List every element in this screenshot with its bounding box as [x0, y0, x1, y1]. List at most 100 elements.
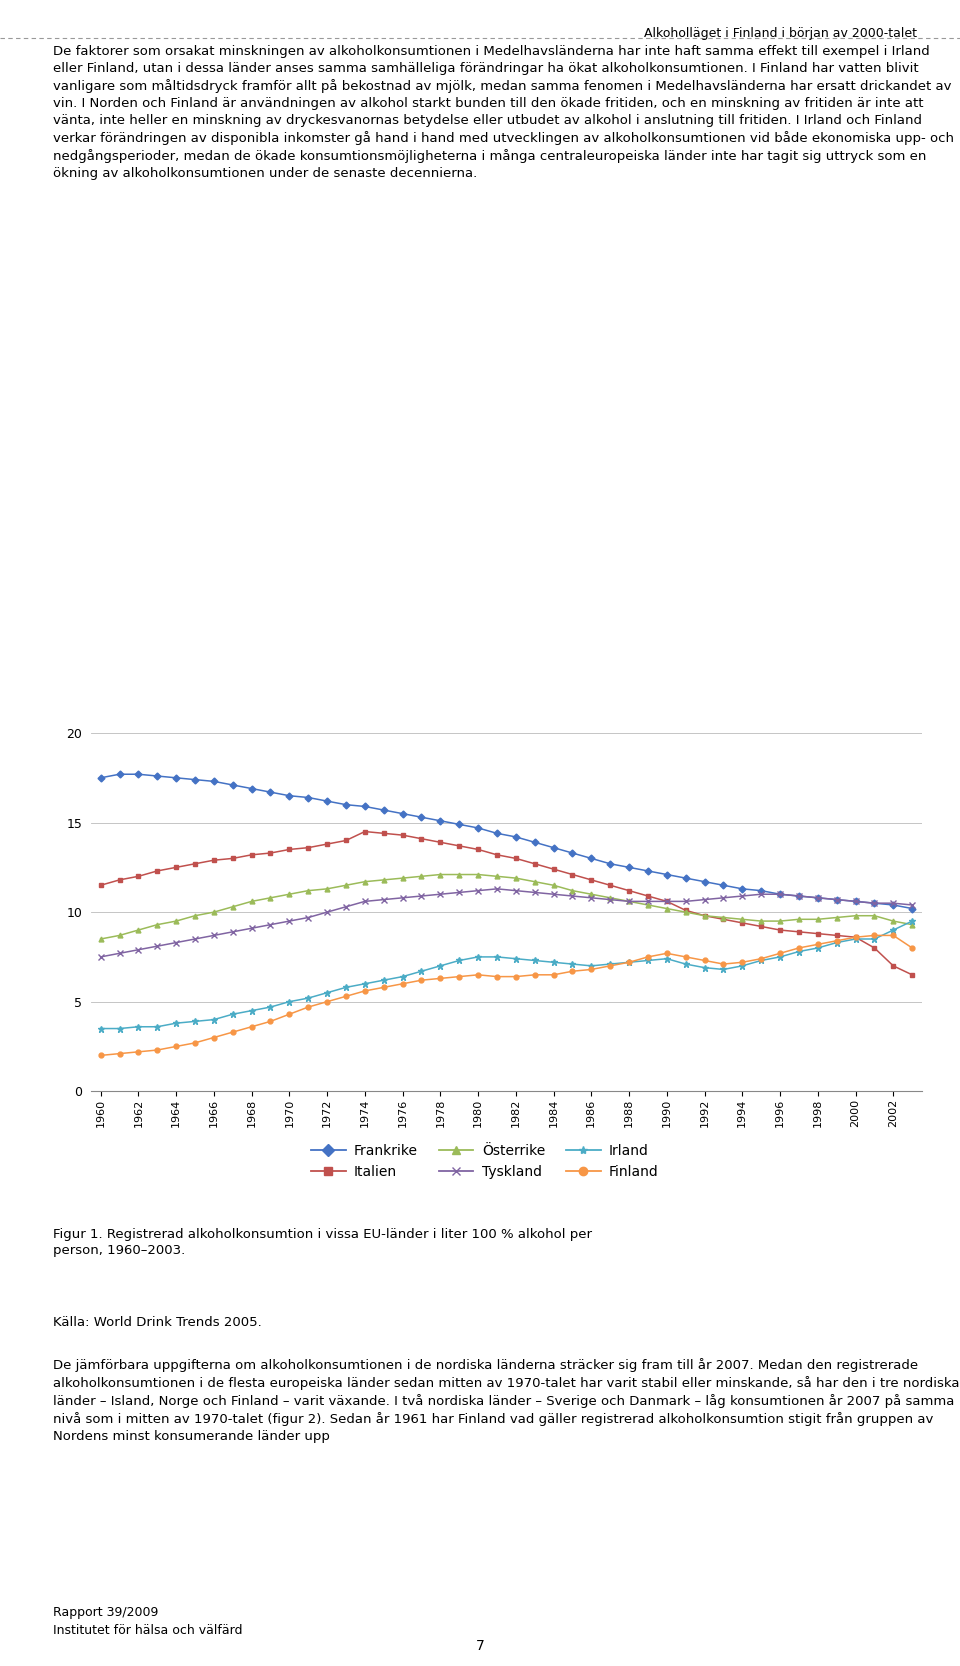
- Frankrike: [661, 865, 673, 885]
- Frankrike: [265, 781, 276, 801]
- Finland: [906, 938, 918, 958]
- Österrike: [340, 875, 351, 895]
- Österrike: [152, 915, 163, 935]
- Line: Italien: Italien: [98, 830, 915, 978]
- Frankrike: [208, 771, 220, 791]
- Frankrike: [189, 770, 201, 790]
- Italien: [283, 840, 295, 860]
- Finland: [850, 928, 861, 948]
- Finland: [378, 978, 390, 998]
- Tyskland: [793, 886, 804, 906]
- Österrike: [548, 875, 560, 895]
- Italien: [170, 858, 181, 878]
- Frankrike: [566, 843, 578, 863]
- Frankrike: [152, 766, 163, 786]
- Irland: [283, 991, 295, 1011]
- Österrike: [775, 911, 786, 931]
- Irland: [661, 948, 673, 968]
- Italien: [396, 825, 408, 845]
- Irland: [152, 1016, 163, 1036]
- Italien: [378, 823, 390, 843]
- Tyskland: [699, 890, 710, 910]
- Irland: [586, 956, 597, 976]
- Österrike: [605, 888, 616, 908]
- Finland: [756, 948, 767, 968]
- Text: Källa: World Drink Trends 2005.: Källa: World Drink Trends 2005.: [53, 1316, 261, 1329]
- Italien: [736, 913, 748, 933]
- Tyskland: [718, 888, 730, 908]
- Frankrike: [605, 853, 616, 873]
- Tyskland: [283, 911, 295, 931]
- Frankrike: [736, 880, 748, 900]
- Irland: [623, 953, 635, 973]
- Italien: [586, 870, 597, 890]
- Frankrike: [359, 796, 371, 816]
- Österrike: [283, 885, 295, 905]
- Finland: [492, 966, 503, 986]
- Frankrike: [793, 886, 804, 906]
- Finland: [246, 1016, 257, 1036]
- Italien: [302, 838, 314, 858]
- Frankrike: [680, 868, 691, 888]
- Irland: [265, 996, 276, 1016]
- Finland: [642, 946, 654, 966]
- Österrike: [680, 903, 691, 923]
- Finland: [699, 951, 710, 971]
- Frankrike: [95, 768, 107, 788]
- Finland: [529, 965, 540, 985]
- Frankrike: [132, 765, 144, 785]
- Österrike: [227, 896, 238, 916]
- Text: Rapport 39/2009
Institutet för hälsa och välfärd: Rapport 39/2009 Institutet för hälsa och…: [53, 1606, 242, 1638]
- Tyskland: [642, 891, 654, 911]
- Österrike: [378, 870, 390, 890]
- Österrike: [359, 871, 371, 891]
- Tyskland: [756, 885, 767, 905]
- Finland: [340, 986, 351, 1006]
- Österrike: [510, 868, 521, 888]
- Irland: [566, 955, 578, 975]
- Finland: [586, 960, 597, 980]
- Österrike: [208, 903, 220, 923]
- Italien: [888, 956, 900, 976]
- Frankrike: [888, 895, 900, 915]
- Italien: [623, 881, 635, 901]
- Tyskland: [831, 890, 843, 910]
- Finland: [680, 946, 691, 966]
- Österrike: [623, 891, 635, 911]
- Österrike: [906, 915, 918, 935]
- Italien: [322, 835, 333, 855]
- Österrike: [416, 866, 427, 886]
- Irland: [906, 911, 918, 931]
- Irland: [416, 961, 427, 981]
- Finland: [888, 925, 900, 945]
- Finland: [510, 966, 521, 986]
- Tyskland: [510, 881, 521, 901]
- Österrike: [453, 865, 465, 885]
- Tyskland: [227, 921, 238, 941]
- Tyskland: [529, 883, 540, 903]
- Frankrike: [170, 768, 181, 788]
- Österrike: [529, 871, 540, 891]
- Finland: [812, 935, 824, 955]
- Italien: [227, 848, 238, 868]
- Frankrike: [378, 800, 390, 820]
- Frankrike: [416, 808, 427, 828]
- Frankrike: [869, 893, 880, 913]
- Tyskland: [435, 885, 446, 905]
- Finland: [435, 968, 446, 988]
- Text: Figur 1. Registrerad alkoholkonsumtion i vissa EU-länder i liter 100 % alkohol p: Figur 1. Registrerad alkoholkonsumtion i…: [53, 1228, 591, 1258]
- Tyskland: [869, 893, 880, 913]
- Österrike: [132, 920, 144, 940]
- Irland: [208, 1010, 220, 1030]
- Italien: [548, 860, 560, 880]
- Finland: [283, 1005, 295, 1025]
- Tyskland: [605, 890, 616, 910]
- Finland: [95, 1046, 107, 1066]
- Italien: [756, 916, 767, 936]
- Irland: [227, 1005, 238, 1025]
- Finland: [189, 1033, 201, 1053]
- Text: De faktorer som orsakat minskningen av alkoholkonsumtionen i Medelhavsländerna h: De faktorer som orsakat minskningen av a…: [53, 45, 954, 180]
- Österrike: [396, 868, 408, 888]
- Österrike: [642, 895, 654, 915]
- Text: De jämförbara uppgifterna om alkoholkonsumtionen i de nordiska länderna sträcker: De jämförbara uppgifterna om alkoholkons…: [53, 1358, 959, 1443]
